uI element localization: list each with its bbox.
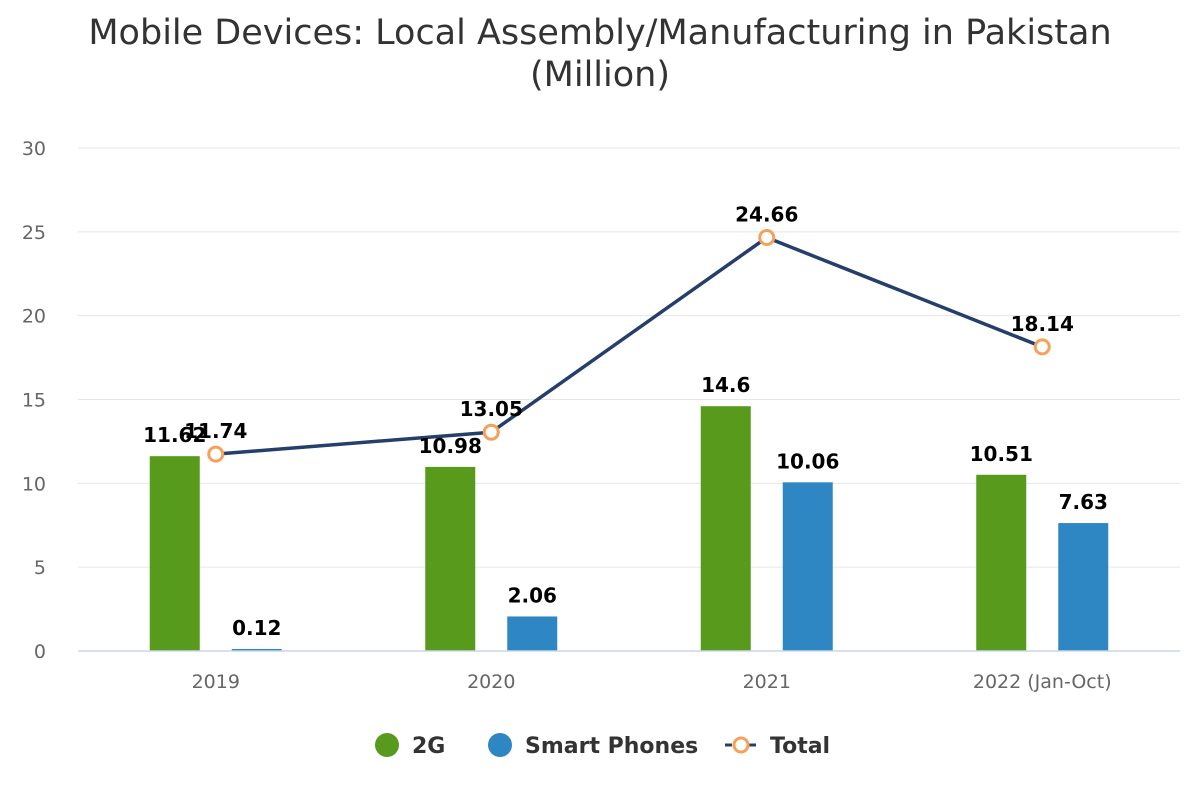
total-point-marker	[758, 229, 776, 247]
data-label: 10.06	[776, 449, 839, 473]
data-label: 18.14	[1011, 312, 1074, 336]
x-tick-label: 2022 (Jan-Oct)	[973, 671, 1112, 693]
total-line	[215, 235, 1043, 456]
bar-2g	[425, 466, 476, 651]
x-tick-label: 2019	[192, 671, 240, 693]
y-tick-label: 20	[22, 306, 46, 328]
bar-2g	[149, 456, 200, 651]
legend-swatch	[375, 733, 399, 757]
data-label: 24.66	[735, 203, 798, 227]
bar-smart-phones	[782, 482, 833, 651]
chart-subtitle: (Million)	[530, 55, 670, 95]
y-axis-ticks: 0 5 10 15 20 25 30	[22, 138, 46, 663]
total-point-marker	[207, 445, 225, 463]
total-line-series	[207, 229, 1051, 463]
bar-smart-phones	[231, 648, 282, 651]
y-tick-label: 25	[22, 222, 46, 244]
x-tick-label: 2020	[467, 671, 515, 693]
total-point-marker	[1033, 338, 1051, 356]
chart-title: Mobile Devices: Local Assembly/Manufactu…	[0, 12, 1200, 96]
data-label: 10.51	[970, 442, 1033, 466]
legend-marker-swatch	[732, 736, 750, 754]
data-label: 10.98	[419, 434, 482, 458]
data-label: 2.06	[508, 583, 557, 607]
y-tick-label: 0	[34, 641, 46, 663]
grid-lines	[78, 147, 1180, 568]
total-point-marker	[482, 423, 500, 441]
bar-smart-phones	[1058, 523, 1109, 651]
y-tick-label: 15	[22, 390, 46, 412]
bar-2g	[700, 406, 751, 651]
x-tick-label: 2021	[743, 671, 791, 693]
y-tick-label: 30	[22, 138, 46, 160]
data-label: 14.6	[701, 373, 750, 397]
legend-label: Smart Phones	[525, 734, 698, 759]
x-axis-ticks: 2019 2020 2021 2022 (Jan-Oct)	[192, 671, 1112, 693]
legend-label: Total	[770, 734, 830, 759]
data-label: 13.05	[460, 397, 523, 421]
data-label: 11.74	[184, 419, 247, 443]
chart-title-line: Mobile Devices: Local Assembly/Manufactu…	[88, 13, 1112, 53]
y-tick-label: 5	[34, 557, 46, 579]
data-labels: 11.62 10.98 14.6 10.51 0.12 2.06 10.06 7.63 11.7…	[143, 203, 1108, 640]
y-tick-label: 10	[22, 473, 46, 495]
data-label: 0.12	[232, 616, 281, 640]
bar-series	[149, 406, 1109, 651]
bar-2g	[976, 474, 1027, 651]
legend-label: 2G	[412, 734, 445, 759]
legend-swatch	[488, 733, 512, 757]
legend: 2G Smart Phones Total	[375, 733, 830, 759]
data-label: 11.62	[143, 423, 206, 447]
bar-smart-phones	[507, 616, 558, 651]
data-label: 7.63	[1059, 490, 1108, 514]
